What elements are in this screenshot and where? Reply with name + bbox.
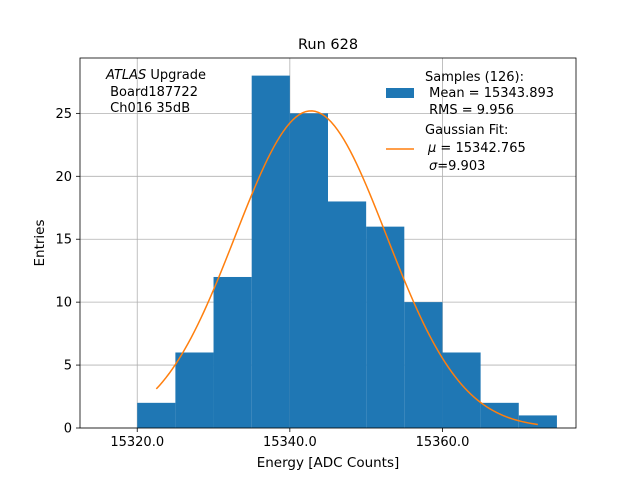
histogram-bar: [328, 201, 367, 428]
x-tick-label: 15360.0: [416, 435, 470, 450]
sigma-value: =9.903: [437, 159, 485, 174]
legend: Samples (126): Mean = 15343.893 RMS = 9.…: [386, 70, 554, 174]
legend-fit-sigma: σ=9.903: [429, 159, 485, 174]
chart-title: Run 628: [298, 37, 358, 53]
y-tick-label: 15: [55, 233, 72, 248]
mu-value: = 15342.765: [436, 141, 525, 156]
histogram-bar: [175, 352, 214, 428]
plot-frame: [79, 57, 577, 429]
histogram-bar: [213, 276, 252, 428]
legend-samples-title: Samples (126):: [425, 70, 524, 85]
histogram-bar: [289, 113, 328, 429]
legend-samples-rms: RMS = 9.956: [425, 103, 514, 118]
histogram-bar: [442, 352, 481, 428]
annotation-line-1: ATLAS Upgrade: [105, 68, 206, 83]
gaussian-fit-curve: [155, 110, 538, 426]
annotation-line-3: Ch016 35dB: [106, 101, 190, 116]
annotation-line-2: Board187722: [106, 85, 198, 100]
atlas-label: ATLAS: [105, 68, 146, 83]
histogram-bars: [137, 75, 557, 429]
y-tick-label: 0: [64, 422, 72, 437]
x-tick-label: 15340.0: [263, 435, 317, 450]
axis-ticks: 15320.0 15340.0 15360.0 0 5 10 15 20 25: [55, 107, 469, 450]
legend-fit-mu: μ = 15342.765: [427, 141, 526, 156]
histogram-bar: [404, 302, 443, 428]
y-tick-label: 10: [55, 296, 72, 311]
y-tick-label: 20: [55, 170, 72, 185]
x-tick-label: 15320.0: [110, 435, 164, 450]
mu-symbol: μ: [427, 141, 436, 156]
histogram-bar: [366, 226, 405, 428]
legend-histogram-swatch: [386, 88, 414, 98]
histogram-bar: [518, 415, 557, 428]
histogram-bar: [137, 402, 176, 428]
x-axis-label: Energy [ADC Counts]: [257, 455, 400, 471]
legend-samples-mean: Mean = 15343.893: [425, 86, 554, 101]
y-axis-label: Entries: [32, 219, 48, 266]
y-tick-label: 25: [55, 107, 72, 122]
legend-fit-title: Gaussian Fit:: [425, 123, 508, 138]
histogram-bar: [251, 75, 290, 428]
upgrade-label: Upgrade: [146, 68, 206, 83]
annotation: ATLAS Upgrade Board187722 Ch016 35dB: [105, 68, 206, 116]
sigma-symbol: σ: [429, 159, 438, 174]
y-tick-label: 5: [64, 359, 72, 374]
